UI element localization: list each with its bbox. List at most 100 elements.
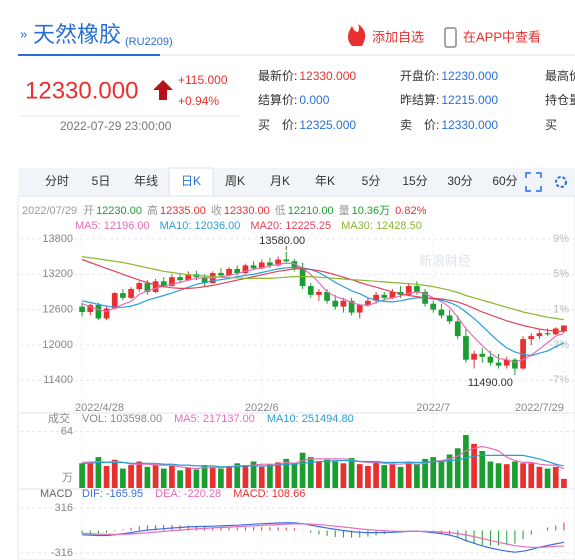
ma-line bbox=[82, 256, 564, 321]
y-tick-label: 13200 bbox=[42, 268, 73, 280]
x-tick-label: 2022/4/28 bbox=[75, 402, 124, 414]
info-label: 低 bbox=[275, 204, 286, 217]
volume-bar bbox=[283, 458, 290, 488]
candle-body bbox=[136, 283, 143, 289]
candle-body bbox=[471, 353, 477, 360]
volume-bar bbox=[512, 461, 518, 488]
high-annotation: 13580.00 bbox=[259, 235, 305, 247]
volume-bar bbox=[463, 435, 469, 488]
field-label: 昨结算: bbox=[400, 92, 439, 107]
tab[interactable]: 分时 bbox=[45, 174, 69, 188]
candle-body bbox=[169, 277, 175, 287]
expand-icon[interactable] bbox=[525, 172, 542, 192]
candle-body bbox=[544, 333, 551, 335]
y-tick-label: 12000 bbox=[42, 339, 73, 351]
unit-label: 万 bbox=[62, 472, 73, 484]
tab[interactable]: 60分 bbox=[492, 174, 517, 188]
title: 天然橡胶 bbox=[33, 22, 121, 47]
chart-frame bbox=[17, 195, 575, 560]
volume-bar bbox=[422, 458, 428, 488]
settings-icon[interactable] bbox=[555, 176, 567, 188]
tab[interactable]: 15分 bbox=[402, 174, 427, 188]
candle-body bbox=[79, 306, 85, 312]
volume-bar bbox=[373, 461, 379, 488]
panel-legend: DIF: -165.95 bbox=[82, 488, 143, 500]
candle-body bbox=[201, 277, 208, 284]
tab[interactable]: 30分 bbox=[447, 174, 472, 188]
panel-legend: MACD: 108.66 bbox=[233, 488, 305, 500]
volume-ma-line bbox=[82, 445, 565, 470]
tab[interactable]: 年线 bbox=[134, 174, 158, 188]
tab[interactable]: 月K bbox=[270, 174, 290, 188]
candle-body bbox=[103, 308, 110, 319]
legend-entry: MA20: 12225.25 bbox=[250, 220, 331, 232]
candle-body bbox=[414, 286, 420, 292]
volume-bar bbox=[454, 448, 461, 488]
price: 12330.000 bbox=[25, 77, 138, 104]
tab[interactable]: 5日 bbox=[92, 174, 111, 188]
info-label: 收 bbox=[211, 203, 222, 217]
candle-body bbox=[226, 268, 232, 276]
volume-bar bbox=[561, 478, 567, 488]
y-tick-label: 12600 bbox=[42, 304, 73, 316]
volume-bar bbox=[226, 465, 232, 488]
candle-body bbox=[242, 265, 249, 274]
field-label: 最高价 bbox=[545, 68, 575, 83]
flame-icon[interactable] bbox=[348, 24, 366, 46]
info-label: 开 bbox=[83, 205, 94, 217]
candle-body bbox=[512, 359, 518, 369]
tab[interactable]: 周K bbox=[225, 174, 245, 188]
open-app[interactable]: 在APP中查看 bbox=[463, 29, 541, 44]
low-annotation: 11490.00 bbox=[468, 377, 513, 389]
panel-legend: MA10: 251494.80 bbox=[267, 413, 354, 425]
candle-body bbox=[340, 300, 347, 307]
volume-bar bbox=[103, 465, 110, 488]
volume-bar bbox=[193, 469, 200, 488]
y-tick-label: 13800 bbox=[42, 233, 73, 245]
change-pct: +0.94% bbox=[178, 94, 219, 108]
volume-bar bbox=[356, 464, 363, 488]
candle-body bbox=[430, 303, 437, 310]
tab[interactable]: 年K bbox=[315, 174, 335, 188]
add-watch[interactable]: 添加自选 bbox=[372, 29, 424, 44]
candle-body bbox=[185, 274, 192, 281]
volume-bar bbox=[201, 465, 208, 488]
volume-bar bbox=[152, 464, 159, 488]
candle-body bbox=[218, 273, 224, 276]
volume-bar bbox=[316, 461, 322, 488]
candle-body bbox=[283, 259, 290, 262]
panel-title: MACD bbox=[40, 488, 72, 500]
candle-body bbox=[381, 294, 388, 298]
volume-bar bbox=[209, 466, 216, 488]
panel-legend: DEA: -220.28 bbox=[155, 488, 221, 500]
volume-bar bbox=[250, 461, 257, 488]
volume-bar bbox=[405, 461, 412, 488]
volume-bar bbox=[495, 463, 502, 488]
volume-bar bbox=[144, 466, 151, 488]
tab[interactable]: 日K bbox=[181, 174, 201, 188]
volume-bar bbox=[503, 464, 510, 488]
volume-bar bbox=[128, 465, 134, 488]
phone-icon[interactable] bbox=[444, 27, 457, 48]
tab-bar bbox=[18, 168, 575, 196]
volume-bar bbox=[177, 470, 183, 488]
volume-bar bbox=[79, 463, 85, 488]
candle-body bbox=[152, 281, 159, 292]
candle-body bbox=[561, 325, 567, 332]
candle-body bbox=[479, 353, 486, 357]
candle-body bbox=[454, 321, 461, 337]
x-tick-label: 2022/7/29 bbox=[515, 402, 564, 414]
volume-bar bbox=[242, 465, 249, 488]
candle-body bbox=[307, 286, 314, 295]
y-tick-label: -316 bbox=[51, 547, 73, 559]
candle-body bbox=[316, 291, 322, 295]
volume-bar bbox=[136, 461, 143, 488]
info-date: 2022/07/29 bbox=[22, 205, 77, 217]
volume-bar bbox=[471, 443, 477, 488]
candle-body bbox=[356, 304, 363, 313]
volume-bar bbox=[528, 463, 535, 488]
volume-bar bbox=[218, 468, 224, 488]
y2-tick-label: 1% bbox=[553, 304, 569, 316]
tab[interactable]: 5分 bbox=[362, 174, 381, 188]
